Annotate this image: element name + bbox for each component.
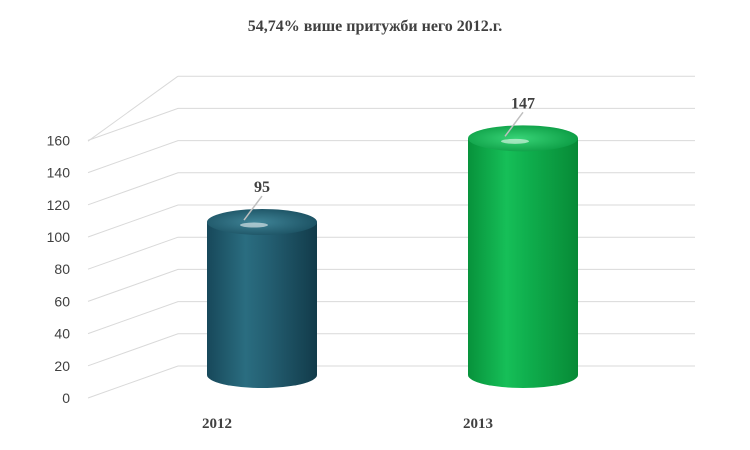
bar-top <box>207 209 317 236</box>
bar-highlight <box>240 222 268 228</box>
bar-2013 <box>468 125 578 388</box>
bar-2012 <box>207 209 317 388</box>
y-tick-label: 60 <box>54 293 70 309</box>
gridline <box>87 172 695 206</box>
x-tick-label: 2012 <box>202 416 232 432</box>
gridline <box>87 204 695 238</box>
gridline <box>87 365 695 399</box>
gridline <box>87 140 695 174</box>
y-tick-label: 80 <box>54 261 70 277</box>
bar-top <box>468 125 578 152</box>
y-tick-label: 120 <box>47 197 71 213</box>
bar-highlight <box>501 138 529 144</box>
bar-body <box>207 222 317 388</box>
data-label: 147 <box>511 95 535 112</box>
y-tick-label: 140 <box>47 165 71 181</box>
gridline <box>87 333 695 367</box>
y-tick-label: 40 <box>54 326 70 342</box>
gridline <box>87 107 695 141</box>
data-label: 95 <box>254 179 270 196</box>
bar-body <box>468 138 578 388</box>
gridline <box>87 268 695 302</box>
gridline <box>87 301 695 335</box>
gridline <box>87 236 695 270</box>
data-label-leader <box>504 111 524 137</box>
data-label-leader <box>243 195 263 221</box>
x-tick-label: 2013 <box>463 416 493 432</box>
y-tick-label: 100 <box>47 229 71 245</box>
y-tick-label: 160 <box>47 132 71 148</box>
y-tick-label: 20 <box>54 358 70 374</box>
gridline <box>87 75 179 142</box>
y-tick-label: 0 <box>62 390 70 406</box>
chart-title: 54,74% више притужби него 2012.г. <box>247 18 503 35</box>
